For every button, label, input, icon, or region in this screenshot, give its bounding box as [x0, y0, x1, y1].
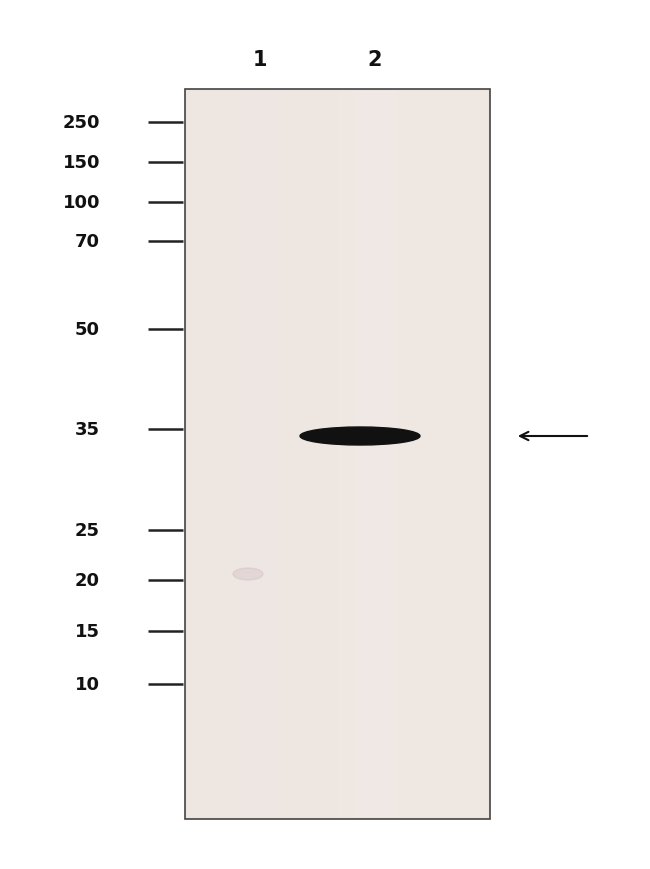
Text: 100: 100	[62, 194, 100, 212]
Bar	[240, 92, 280, 817]
Bar	[252, 92, 268, 817]
Text: 35: 35	[75, 421, 100, 439]
Bar	[248, 92, 272, 817]
Text: 2: 2	[368, 50, 382, 70]
Text: 10: 10	[75, 675, 100, 693]
Text: 1: 1	[253, 50, 267, 70]
Bar	[359, 92, 391, 817]
Text: 250: 250	[62, 114, 100, 132]
Ellipse shape	[300, 428, 420, 446]
Bar	[356, 92, 393, 817]
Bar	[337, 92, 488, 817]
Bar	[361, 92, 389, 817]
Bar	[185, 90, 490, 819]
Bar	[363, 92, 387, 817]
Text: 15: 15	[75, 622, 100, 640]
Text: 70: 70	[75, 233, 100, 251]
Bar	[352, 92, 398, 817]
Bar	[365, 92, 385, 817]
Text: 20: 20	[75, 571, 100, 589]
Bar	[244, 92, 276, 817]
Text: 50: 50	[75, 321, 100, 339]
Bar	[250, 92, 270, 817]
Bar	[367, 92, 384, 817]
Text: 25: 25	[75, 521, 100, 540]
Bar	[254, 92, 266, 817]
Text: 150: 150	[62, 154, 100, 172]
Bar	[354, 92, 395, 817]
Ellipse shape	[233, 568, 263, 580]
Bar	[242, 92, 278, 817]
Bar	[187, 92, 337, 817]
Bar	[246, 92, 274, 817]
